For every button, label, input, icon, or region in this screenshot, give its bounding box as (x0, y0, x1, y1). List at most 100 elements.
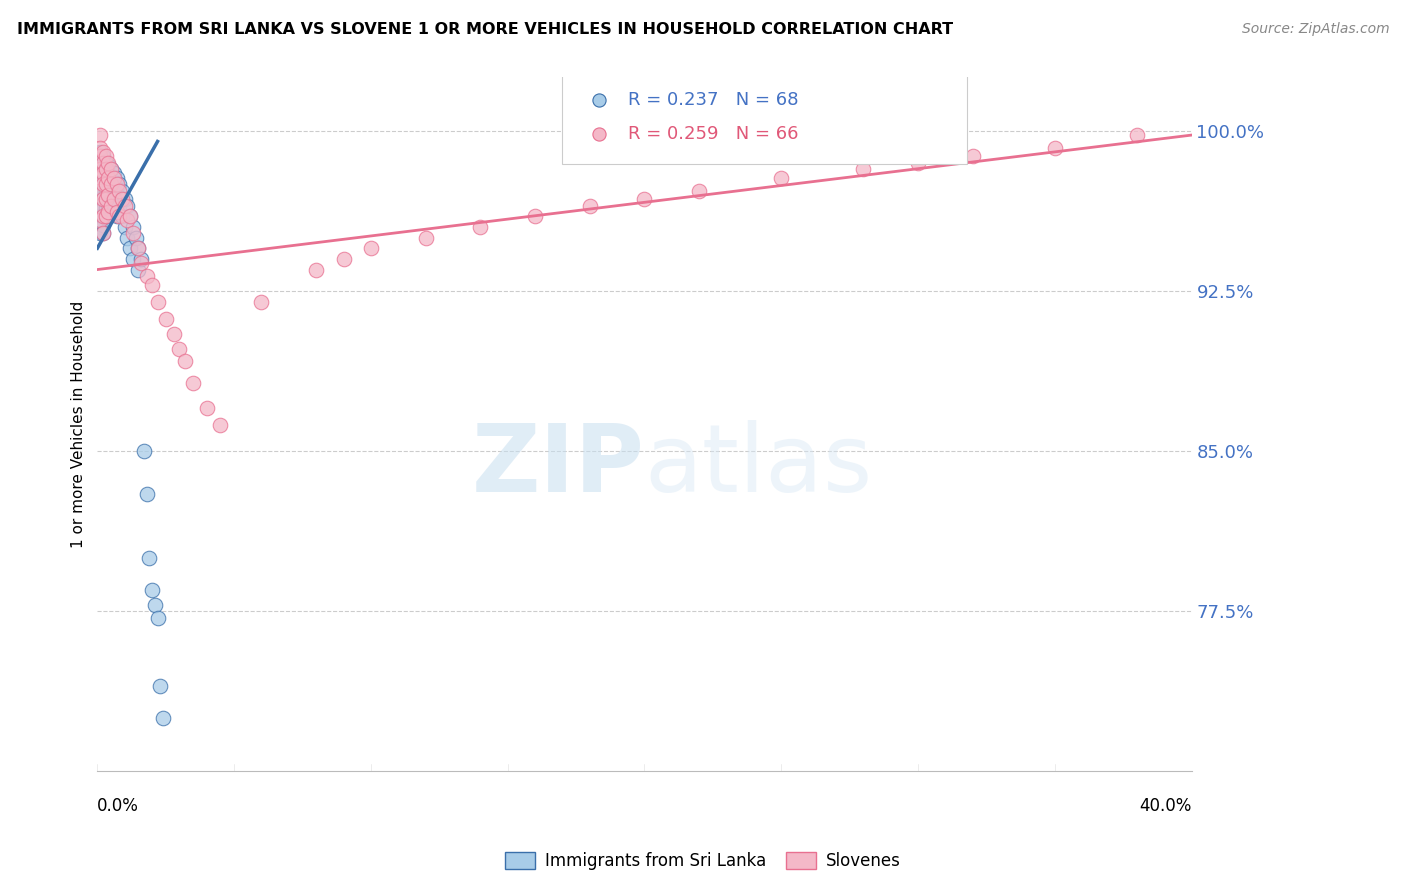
Point (94, 209, 117, 223)
Point (89, 141, 111, 155)
Point (89, 213, 111, 227)
Point (195, 401, 218, 416)
Point (132, 444, 155, 458)
Point (89, 184, 111, 198)
Point (94, 192, 117, 206)
Point (105, 170, 128, 185)
Point (122, 252, 145, 266)
Point (1126, 128, 1149, 142)
Point (770, 170, 793, 185)
Point (94, 167, 117, 181)
Point (1339, 192, 1361, 206)
Point (149, 679, 172, 693)
Point (91, 158, 114, 172)
Point (91, 184, 114, 198)
Point (1339, 299, 1361, 313)
Point (1043, 141, 1066, 155)
Point (89, 177, 111, 191)
Point (89, 219, 111, 234)
Point (141, 277, 163, 292)
Point (100, 162, 122, 177)
Point (120, 209, 142, 223)
Point (91, 209, 114, 223)
Point (97, 167, 120, 181)
Point (91, 167, 114, 181)
Point (129, 256, 152, 270)
Legend: Immigrants from Sri Lanka, Slovenes: Immigrants from Sri Lanka, Slovenes (498, 845, 908, 877)
Point (91, 192, 114, 206)
Point (89, 170, 111, 185)
Point (97, 158, 120, 172)
Point (117, 230, 139, 244)
Point (578, 198, 600, 212)
Point (89, 213, 111, 227)
Point (114, 192, 136, 206)
Point (89, 209, 111, 223)
Point (143, 598, 166, 612)
Point (89, 145, 111, 160)
Point (94, 201, 117, 215)
Point (117, 213, 139, 227)
Point (108, 177, 131, 191)
Point (100, 177, 122, 191)
Point (108, 209, 131, 223)
Point (91, 175, 114, 189)
FancyBboxPatch shape (562, 67, 967, 164)
Point (97, 175, 120, 189)
Point (146, 610, 169, 624)
Point (127, 241, 149, 255)
Point (250, 294, 273, 309)
Point (100, 198, 122, 212)
Text: ZIP: ZIP (471, 420, 644, 512)
Point (127, 262, 149, 277)
Point (97, 198, 120, 212)
Point (103, 170, 125, 185)
Point (91, 192, 114, 206)
Point (91, 145, 114, 160)
Point (91, 156, 114, 170)
Point (415, 230, 437, 244)
Point (135, 268, 157, 283)
Point (89, 184, 111, 198)
Point (111, 184, 134, 198)
Point (138, 550, 160, 565)
Point (89, 198, 111, 212)
Point (688, 184, 710, 198)
Point (155, 311, 177, 326)
Point (91, 218, 114, 232)
Point (470, 219, 492, 234)
Point (91, 227, 114, 241)
Point (94, 192, 117, 206)
Point (141, 582, 163, 597)
Point (169, 342, 191, 356)
Point (94, 177, 117, 191)
Point (111, 209, 134, 223)
Point (94, 175, 117, 189)
Text: atlas: atlas (644, 420, 873, 512)
Point (89, 227, 111, 241)
Point (89, 170, 111, 185)
Point (114, 219, 136, 234)
Point (97, 187, 120, 202)
Text: R = 0.237   N = 68: R = 0.237 N = 68 (628, 91, 799, 109)
Text: Source: ZipAtlas.com: Source: ZipAtlas.com (1241, 22, 1389, 37)
Point (305, 262, 328, 277)
Point (89, 156, 111, 170)
Point (100, 162, 122, 177)
Point (135, 486, 157, 500)
Point (91, 177, 114, 191)
Point (97, 205, 120, 219)
Point (105, 187, 128, 202)
Point (91, 149, 114, 163)
Point (89, 162, 111, 177)
Text: IMMIGRANTS FROM SRI LANKA VS SLOVENE 1 OR MORE VEHICLES IN HOUSEHOLD CORRELATION: IMMIGRANTS FROM SRI LANKA VS SLOVENE 1 O… (17, 22, 953, 37)
Point (127, 241, 149, 255)
Point (174, 354, 197, 368)
Point (100, 170, 122, 185)
Point (122, 227, 145, 241)
Point (108, 184, 131, 198)
Point (163, 326, 186, 341)
Point (97, 156, 120, 170)
Point (122, 219, 145, 234)
Point (120, 241, 142, 255)
